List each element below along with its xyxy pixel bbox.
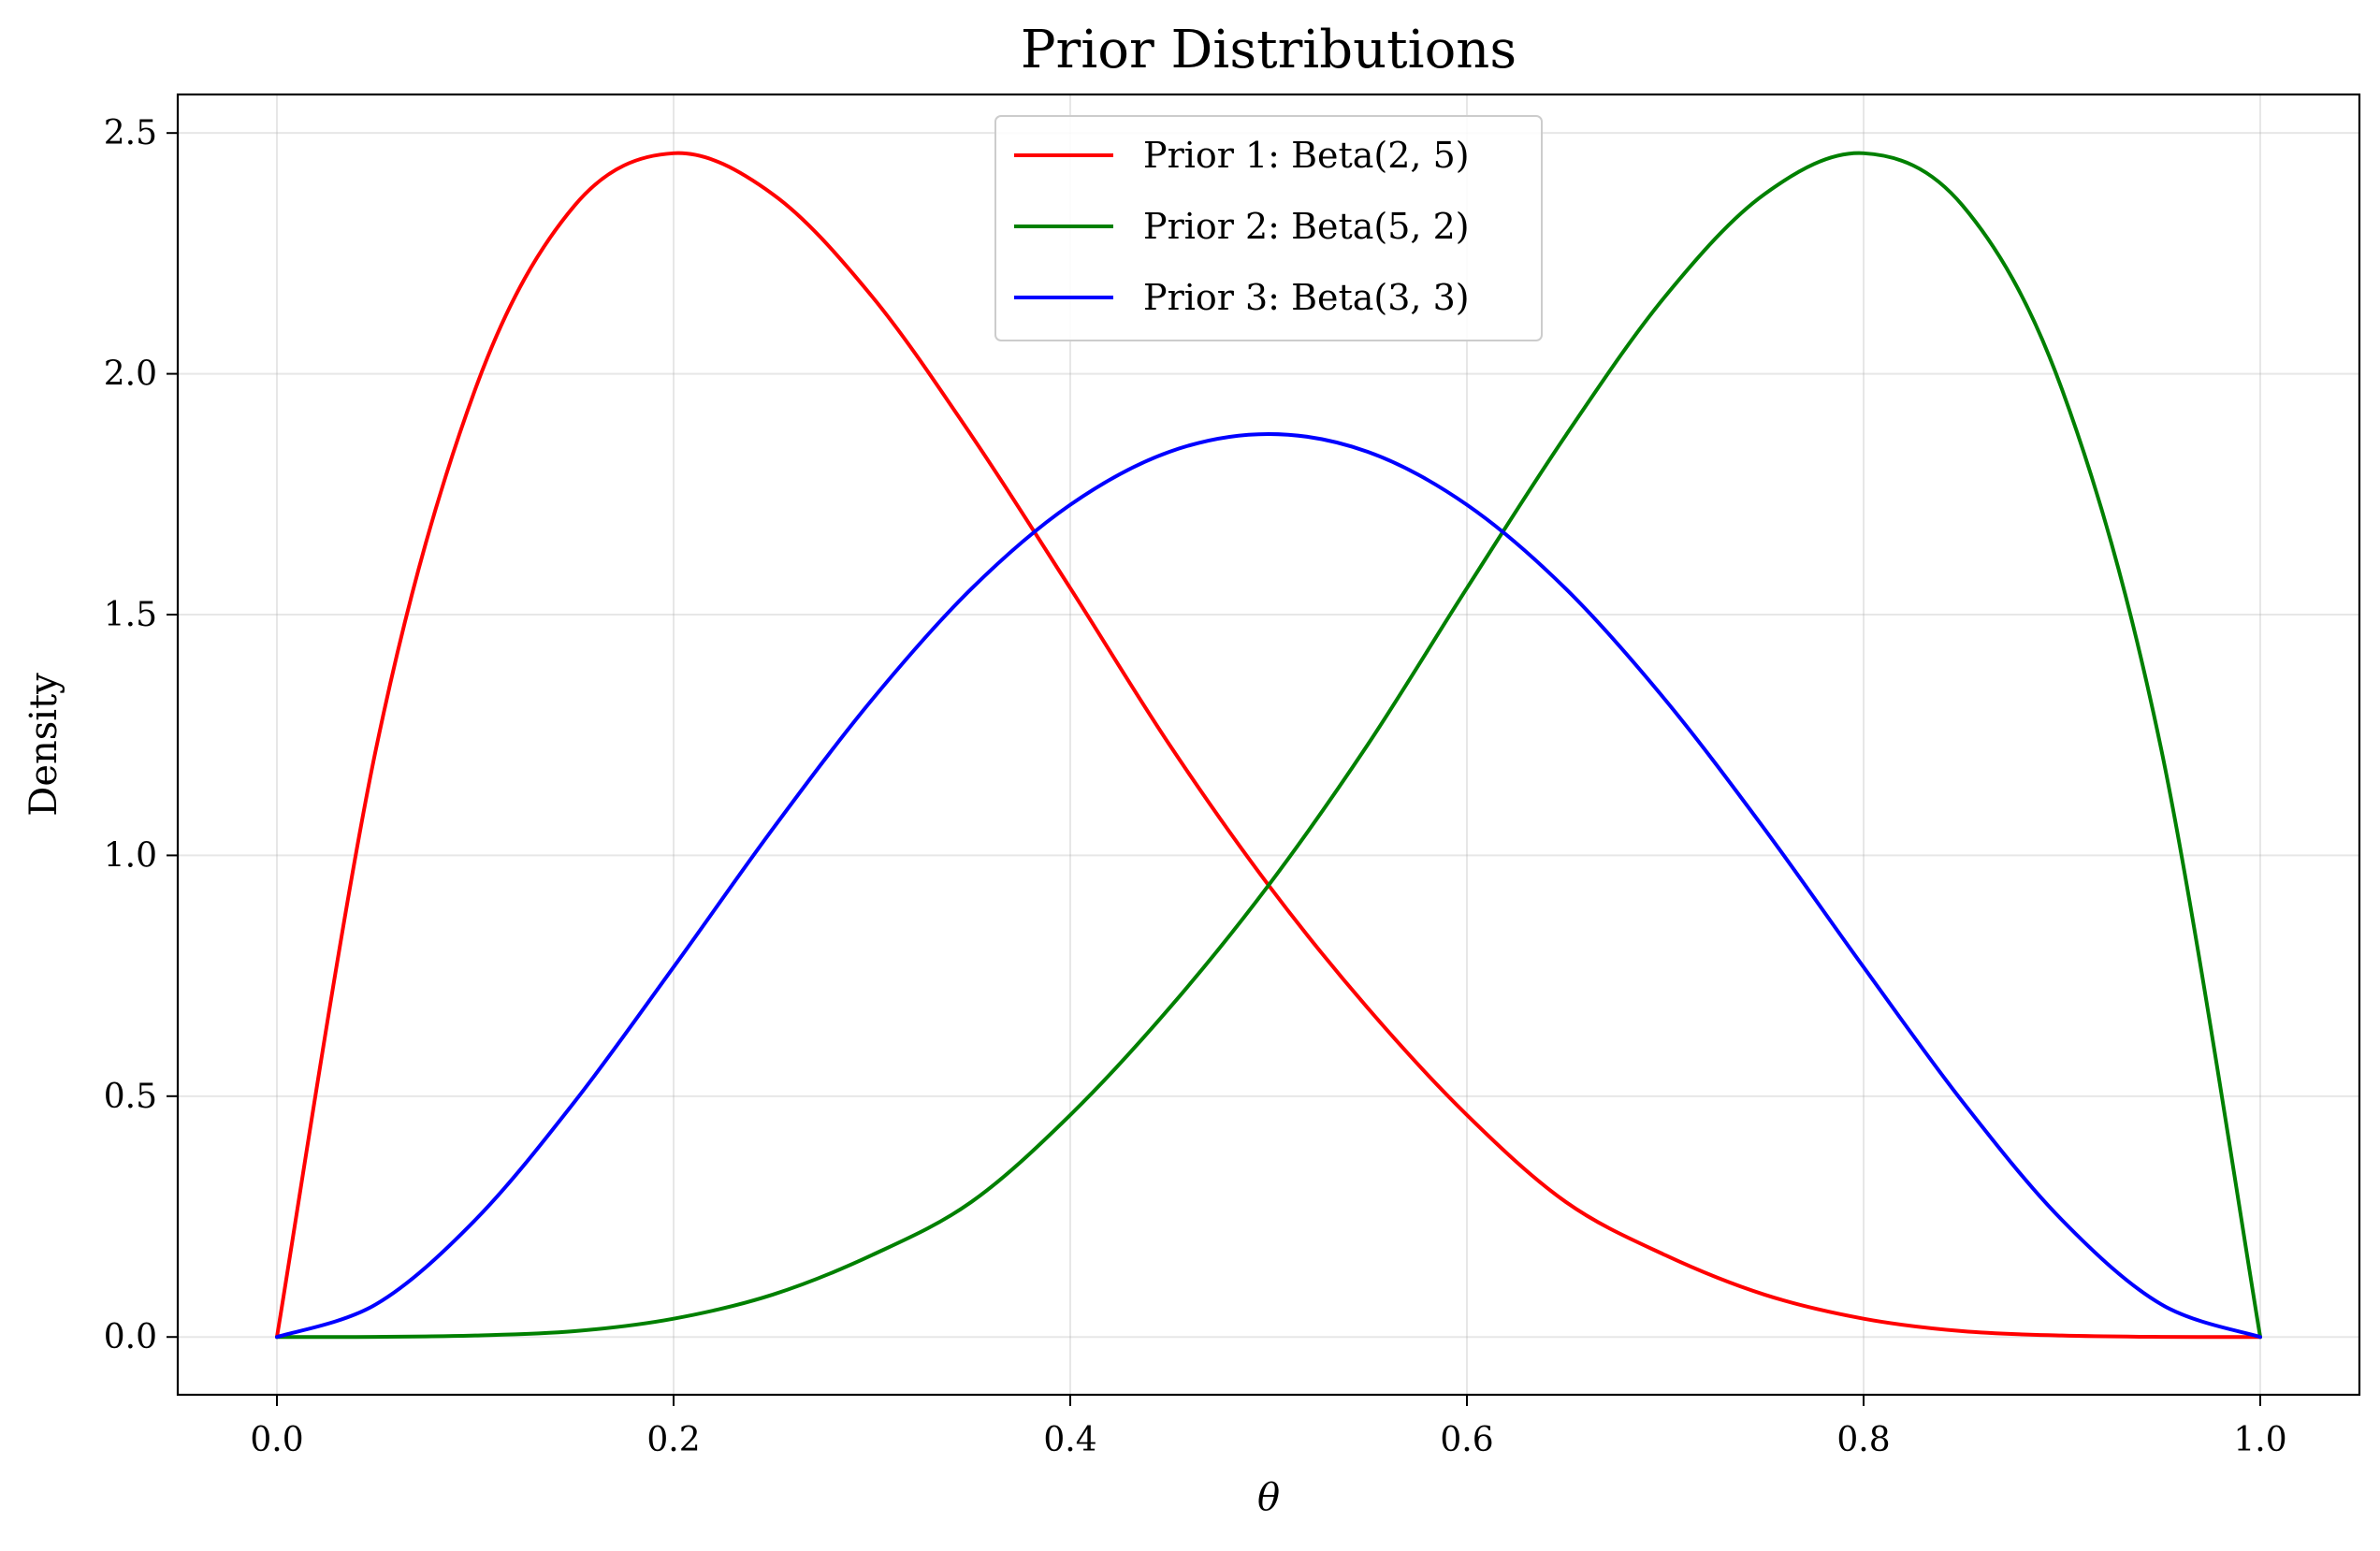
legend-label-prior-3: Prior 3: Beta(3, 3) — [1143, 277, 1470, 318]
x-axis: 0.0 0.2 0.4 0.6 0.8 1.0 — [250, 1395, 2287, 1459]
y-tick-label: 2.5 — [104, 114, 157, 152]
legend-box — [994, 115, 1543, 341]
plot-frame — [176, 93, 2361, 1397]
x-tick-label: 1.0 — [2233, 1421, 2286, 1459]
y-axis: 0.0 0.5 1.0 1.5 2.0 2.5 — [104, 114, 178, 1356]
legend: Prior 1: Beta(2, 5) Prior 2: Beta(5, 2) … — [994, 115, 1543, 341]
x-tick-label: 0.8 — [1836, 1421, 1890, 1459]
x-axis-label: θ — [1257, 1476, 1280, 1519]
series-line-prior-1 — [275, 151, 2262, 1340]
y-tick-label: 0.0 — [104, 1318, 157, 1356]
x-tick-label: 0.0 — [250, 1421, 303, 1459]
legend-label-prior-1: Prior 1: Beta(2, 5) — [1143, 135, 1470, 176]
y-tick-label: 0.5 — [104, 1078, 157, 1116]
series-line-prior-2 — [275, 151, 2262, 1340]
chart-title: Prior Distributions — [1021, 20, 1517, 80]
series-line-prior-3 — [275, 431, 2262, 1340]
y-tick-label: 1.0 — [104, 836, 157, 875]
y-axis-label: Density — [22, 673, 65, 817]
x-tick-label: 0.2 — [646, 1421, 700, 1459]
series-layer — [275, 151, 2262, 1340]
x-tick-label: 0.4 — [1043, 1421, 1096, 1459]
y-tick-label: 2.0 — [104, 355, 157, 394]
y-tick-label: 1.5 — [104, 596, 157, 634]
x-tick-label: 0.6 — [1440, 1421, 1493, 1459]
legend-label-prior-2: Prior 2: Beta(5, 2) — [1143, 206, 1470, 247]
